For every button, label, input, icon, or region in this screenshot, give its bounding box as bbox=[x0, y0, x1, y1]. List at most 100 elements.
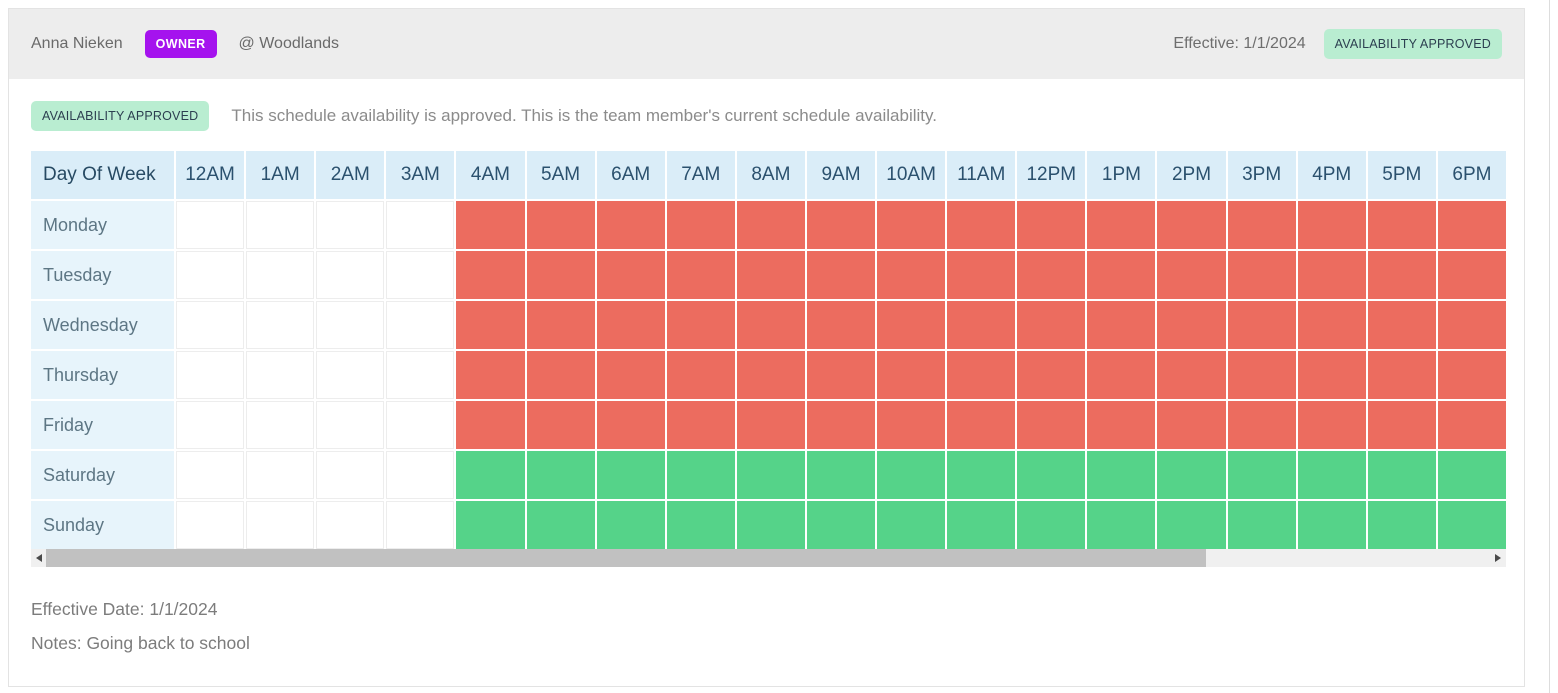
availability-slot-none bbox=[246, 401, 315, 449]
hour-column-header: 5PM bbox=[1367, 151, 1436, 199]
hour-column-header: 4PM bbox=[1297, 151, 1366, 199]
availability-slot-none bbox=[316, 251, 385, 299]
availability-slot-available bbox=[456, 501, 525, 549]
availability-slot-available bbox=[877, 451, 946, 499]
window-edge-divider bbox=[1549, 0, 1550, 693]
availability-slot-unavailable bbox=[596, 251, 665, 299]
availability-slot-available bbox=[456, 451, 525, 499]
availability-slot-unavailable bbox=[666, 351, 735, 399]
day-row-label: Saturday bbox=[31, 451, 174, 499]
approval-banner: AVAILABILITY APPROVED This schedule avai… bbox=[31, 101, 1502, 131]
availability-slot-available bbox=[1437, 501, 1506, 549]
availability-slot-available bbox=[1157, 501, 1226, 549]
availability-slot-none bbox=[246, 501, 315, 549]
effective-date-header: Effective: 1/1/2024 bbox=[1173, 35, 1306, 52]
availability-slot-none bbox=[246, 451, 315, 499]
availability-slot-unavailable bbox=[1437, 351, 1506, 399]
availability-slot-unavailable bbox=[1017, 351, 1086, 399]
availability-slot-none bbox=[386, 351, 455, 399]
availability-slot-unavailable bbox=[1367, 301, 1436, 349]
availability-slot-unavailable bbox=[806, 201, 876, 249]
hour-column-header: 12AM bbox=[176, 151, 245, 199]
day-row-label: Sunday bbox=[31, 501, 174, 549]
availability-slot-available bbox=[526, 451, 595, 499]
availability-slot-unavailable bbox=[1437, 401, 1506, 449]
availability-slot-unavailable bbox=[1087, 301, 1156, 349]
availability-slot-available bbox=[1437, 451, 1506, 499]
availability-slot-unavailable bbox=[1157, 401, 1226, 449]
approval-banner-badge: AVAILABILITY APPROVED bbox=[31, 101, 210, 131]
availability-slot-unavailable bbox=[1297, 201, 1366, 249]
availability-slot-available bbox=[666, 451, 735, 499]
availability-slot-unavailable bbox=[1437, 251, 1506, 299]
scroll-right-arrow-icon[interactable] bbox=[1495, 554, 1501, 562]
availability-slot-unavailable bbox=[947, 201, 1016, 249]
availability-slot-available bbox=[1297, 451, 1366, 499]
availability-slot-none bbox=[386, 201, 455, 249]
availability-slot-unavailable bbox=[1017, 201, 1086, 249]
day-row-label: Wednesday bbox=[31, 301, 174, 349]
availability-slot-unavailable bbox=[456, 251, 525, 299]
availability-slot-available bbox=[947, 501, 1016, 549]
availability-slot-none bbox=[316, 451, 385, 499]
hour-column-header: 6PM bbox=[1437, 151, 1506, 199]
hour-column-header: 2AM bbox=[316, 151, 385, 199]
availability-slot-none bbox=[176, 451, 245, 499]
hour-column-header: 11AM bbox=[947, 151, 1016, 199]
availability-slot-available bbox=[1087, 451, 1156, 499]
availability-slot-unavailable bbox=[456, 201, 525, 249]
availability-slot-unavailable bbox=[526, 401, 595, 449]
availability-slot-unavailable bbox=[1227, 301, 1296, 349]
owner-role-badge: OWNER bbox=[144, 30, 217, 58]
horizontal-scrollbar[interactable] bbox=[31, 549, 1506, 567]
availability-slot-unavailable bbox=[736, 251, 805, 299]
availability-slot-none bbox=[386, 301, 455, 349]
profile-header: Anna Nieken OWNER @ Woodlands Effective:… bbox=[9, 9, 1524, 79]
availability-slot-available bbox=[1297, 501, 1366, 549]
hour-column-header: 1PM bbox=[1087, 151, 1156, 199]
availability-slot-unavailable bbox=[1297, 401, 1366, 449]
scrollbar-thumb[interactable] bbox=[46, 549, 1206, 567]
availability-slot-available bbox=[1017, 501, 1086, 549]
availability-slot-unavailable bbox=[947, 351, 1016, 399]
hour-column-header: 3AM bbox=[386, 151, 455, 199]
schedule-footer: Effective Date: 1/1/2024 Notes: Going ba… bbox=[31, 597, 1502, 655]
hour-column-header: 7AM bbox=[666, 151, 735, 199]
availability-slot-unavailable bbox=[596, 351, 665, 399]
availability-slot-unavailable bbox=[947, 251, 1016, 299]
member-location: @ Woodlands bbox=[238, 35, 339, 52]
hour-column-header: 10AM bbox=[877, 151, 946, 199]
hour-column-header: 6AM bbox=[596, 151, 665, 199]
availability-slot-unavailable bbox=[1227, 351, 1296, 399]
availability-slot-none bbox=[316, 301, 385, 349]
availability-slot-none bbox=[316, 351, 385, 399]
availability-slot-available bbox=[736, 501, 805, 549]
availability-slot-unavailable bbox=[456, 301, 525, 349]
hour-column-header: 1AM bbox=[246, 151, 315, 199]
availability-slot-unavailable bbox=[526, 351, 595, 399]
scroll-left-arrow-icon[interactable] bbox=[36, 554, 42, 562]
availability-slot-unavailable bbox=[1017, 251, 1086, 299]
member-name: Anna Nieken bbox=[31, 35, 123, 52]
availability-slot-unavailable bbox=[877, 251, 946, 299]
availability-slot-available bbox=[1017, 451, 1086, 499]
availability-slot-available bbox=[1157, 451, 1226, 499]
day-row-label: Friday bbox=[31, 401, 174, 449]
hour-column-header: 12PM bbox=[1017, 151, 1086, 199]
availability-slot-unavailable bbox=[526, 201, 595, 249]
hour-column-header: 9AM bbox=[806, 151, 876, 199]
availability-slot-unavailable bbox=[947, 401, 1016, 449]
hour-column-header: 3PM bbox=[1227, 151, 1296, 199]
approval-banner-message: This schedule availability is approved. … bbox=[231, 106, 937, 125]
availability-slot-unavailable bbox=[877, 401, 946, 449]
availability-slot-unavailable bbox=[1157, 301, 1226, 349]
day-of-week-column-header: Day Of Week bbox=[31, 151, 174, 199]
availability-slot-unavailable bbox=[666, 301, 735, 349]
availability-slot-unavailable bbox=[666, 401, 735, 449]
availability-slot-unavailable bbox=[1227, 251, 1296, 299]
availability-slot-unavailable bbox=[1297, 351, 1366, 399]
availability-slot-none bbox=[246, 201, 315, 249]
availability-slot-unavailable bbox=[1087, 251, 1156, 299]
availability-slot-unavailable bbox=[1227, 401, 1296, 449]
